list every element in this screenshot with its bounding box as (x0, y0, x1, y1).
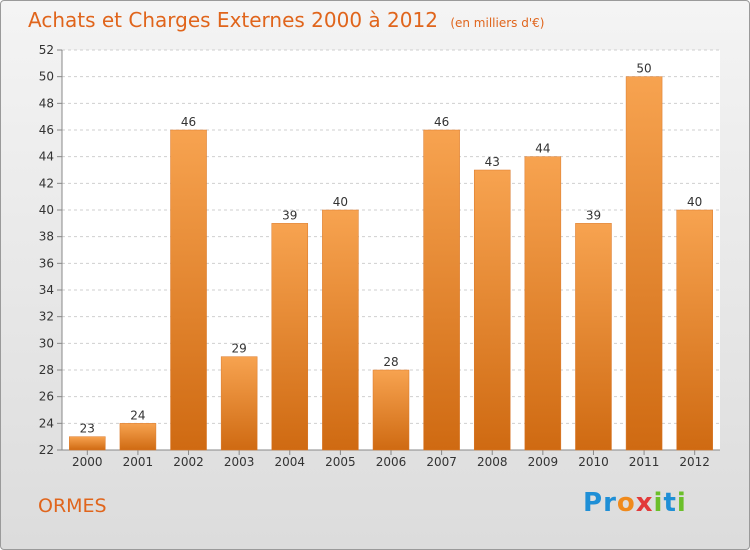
data-label-2004: 39 (282, 208, 297, 222)
x-tick-label-2001: 2001 (123, 455, 154, 469)
logo-letter: P (583, 488, 604, 518)
data-label-2001: 24 (130, 408, 145, 422)
x-tick-label-2011: 2011 (629, 455, 660, 469)
y-tick-label: 46 (39, 123, 54, 137)
y-tick-label: 42 (39, 176, 54, 190)
logo-letter: o (616, 488, 636, 518)
bar-2002 (170, 129, 207, 451)
logo-letter: i (676, 488, 687, 518)
y-tick-label: 52 (39, 43, 54, 57)
y-tick-label: 28 (39, 363, 54, 377)
x-tick-label-2006: 2006 (376, 455, 407, 469)
data-label-2009: 44 (535, 142, 550, 156)
bar-2010 (575, 223, 612, 451)
x-tick-label-2010: 2010 (578, 455, 609, 469)
data-label-2011: 50 (636, 62, 651, 76)
x-tick-label-2007: 2007 (426, 455, 457, 469)
bar-2000 (69, 436, 106, 451)
x-tick-label-2005: 2005 (325, 455, 356, 469)
data-label-2005: 40 (333, 195, 348, 209)
x-tick-label-2000: 2000 (72, 455, 103, 469)
chart-title: Achats et Charges Externes 2000 à 2012 (… (28, 8, 544, 32)
chart-title-text: Achats et Charges Externes 2000 à 2012 (28, 8, 438, 32)
x-tick-label-2008: 2008 (477, 455, 508, 469)
x-tick-label-2009: 2009 (528, 455, 559, 469)
data-label-2002: 46 (181, 115, 196, 129)
x-tick-label-2012: 2012 (679, 455, 710, 469)
logo-letter: i (653, 488, 664, 518)
bar-2005 (322, 209, 359, 451)
y-tick-label: 30 (39, 336, 54, 350)
y-tick-label: 26 (39, 390, 54, 404)
x-tick-label-2004: 2004 (274, 455, 305, 469)
bar-2012 (676, 209, 713, 451)
x-tick-label-2003: 2003 (224, 455, 255, 469)
y-tick-label: 32 (39, 310, 54, 324)
data-label-2006: 28 (383, 355, 398, 369)
bar-2001 (119, 423, 157, 451)
data-label-2010: 39 (586, 208, 601, 222)
data-label-2012: 40 (687, 195, 702, 209)
y-tick-label: 44 (39, 150, 54, 164)
chart-unit: (en milliers d'€) (450, 16, 545, 30)
logo-letter: t (663, 488, 677, 518)
y-tick-label: 48 (39, 96, 54, 110)
data-label-2008: 43 (485, 155, 500, 169)
y-tick-label: 50 (39, 70, 54, 84)
bar-2007 (423, 129, 460, 451)
bar-2003 (220, 356, 258, 451)
x-tick-label-2002: 2002 (173, 455, 204, 469)
data-label-2007: 46 (434, 115, 449, 129)
y-tick-label: 34 (39, 283, 54, 297)
bar-2009 (524, 156, 562, 451)
bar-2008 (473, 169, 511, 451)
data-label-2000: 23 (80, 422, 95, 436)
logo-letter: r (603, 488, 617, 518)
city-name: ORMES (38, 495, 107, 517)
data-label-2003: 29 (232, 342, 247, 356)
y-tick-label: 36 (39, 256, 54, 270)
y-tick-label: 38 (39, 230, 54, 244)
bar-2011 (625, 76, 663, 451)
y-tick-label: 22 (39, 443, 54, 457)
bar-2004 (271, 223, 309, 451)
logo-letter: x (635, 488, 654, 518)
bar-2006 (372, 369, 410, 451)
y-tick-label: 40 (39, 203, 54, 217)
y-tick-label: 24 (39, 416, 54, 430)
proxiti-logo: Proxiti (583, 488, 687, 518)
